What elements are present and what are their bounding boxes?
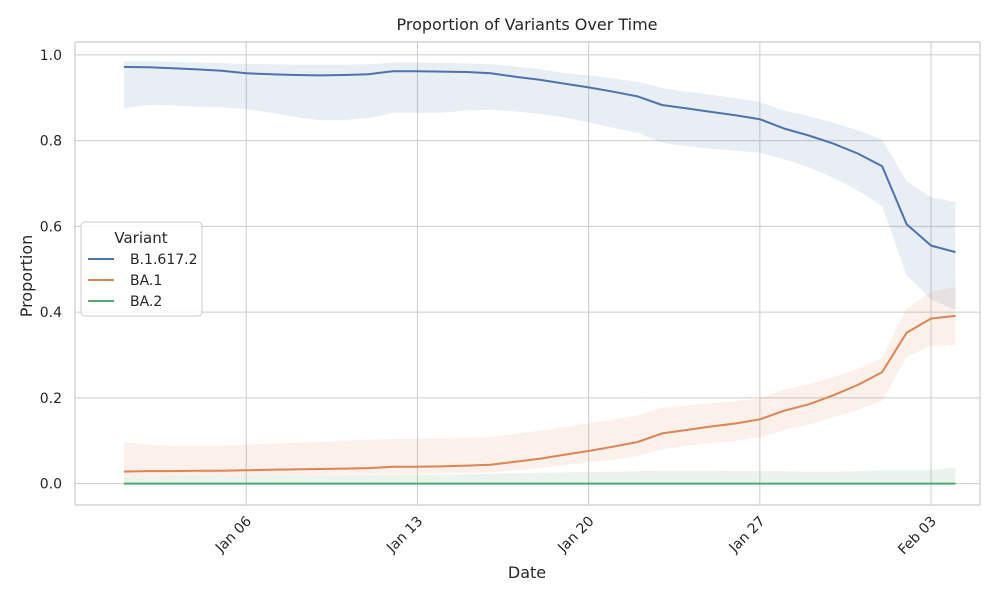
legend-label: BA.2 — [130, 294, 162, 310]
x-tick-label: Jan 20 — [554, 514, 597, 557]
confidence-bands — [123, 61, 956, 484]
legend-box — [80, 221, 203, 317]
y-tick-label: 0.2 — [40, 391, 62, 407]
legend-label: B.1.617.2 — [130, 252, 198, 268]
y-tick-label: 0.4 — [40, 305, 62, 321]
x-axis-label: Date — [508, 563, 546, 582]
y-tick-label: 1.0 — [40, 48, 62, 64]
x-tick-label: Jan 27 — [726, 514, 769, 557]
legend-item-ba-2: BA.2 — [88, 294, 162, 310]
legend-item-b-1-617-2: B.1.617.2 — [88, 252, 198, 268]
ci-band-ba-1 — [123, 287, 956, 478]
y-tick-label: 0.8 — [40, 134, 62, 150]
y-tick-labels: 0.0 0.2 0.4 0.6 0.8 1.0 — [40, 48, 62, 493]
series-line-b-1-617-2 — [123, 65, 956, 254]
legend-title: Variant — [114, 229, 167, 247]
legend-label: BA.1 — [130, 273, 162, 289]
x-tick-label: Jan 13 — [383, 514, 426, 557]
ci-band-b-1-617-2 — [123, 61, 956, 310]
legend-items: B.1.617.2 BA.1 BA.2 — [88, 252, 198, 310]
y-tick-label: 0.0 — [40, 477, 62, 493]
x-tick-label: Feb 03 — [895, 514, 940, 559]
ci-band-ba-2 — [123, 467, 956, 484]
x-tick-labels: Jan 06 Jan 13 Jan 20 Jan 27 Feb 03 — [212, 513, 940, 558]
y-tick-label: 0.6 — [40, 219, 62, 235]
axes — [74, 41, 981, 506]
y-axis-label: Proportion — [17, 235, 36, 318]
legend: Variant B.1.617.2 BA.1 BA.2 — [80, 221, 203, 317]
x-tick-label: Jan 06 — [212, 513, 255, 556]
legend-item-ba-1: BA.1 — [88, 273, 162, 289]
series-lines — [123, 65, 956, 485]
series-line-ba-1 — [123, 314, 956, 473]
grid — [75, 42, 980, 505]
chart-title: Proportion of Variants Over Time — [396, 15, 657, 34]
